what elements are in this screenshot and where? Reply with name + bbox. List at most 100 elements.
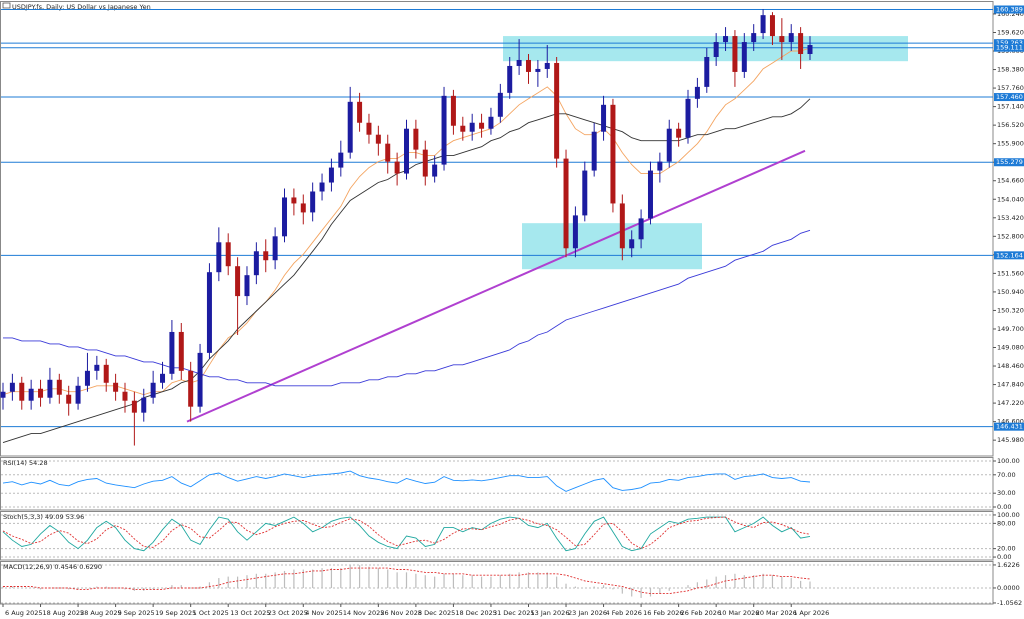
- x-tick-label: 9 Sep 2025: [118, 609, 155, 617]
- x-tick-label: 13 Oct 2025: [230, 609, 270, 617]
- candle-body: [713, 42, 719, 57]
- candle-body: [441, 95, 447, 165]
- candle-body: [169, 331, 175, 374]
- candle-body: [282, 197, 288, 237]
- y-tick-label: 0.00: [997, 553, 1011, 561]
- x-tick-label: 31 Dec 2025: [493, 609, 535, 617]
- candle-body: [657, 161, 663, 171]
- level-label: 152.164: [996, 251, 1023, 259]
- candle-body: [0, 391, 6, 398]
- y-tick-label: 150.940: [997, 288, 1024, 296]
- candle-body: [544, 62, 550, 69]
- candle-body: [122, 391, 128, 401]
- y-tick-label: 158.380: [997, 66, 1024, 74]
- candle-body: [638, 218, 644, 240]
- y-tick-label: 154.040: [997, 195, 1024, 203]
- stoch-panel-frame: [0, 511, 994, 561]
- y-tick-label: 100.00: [997, 511, 1020, 519]
- y-tick-label: 0.0000: [997, 584, 1020, 592]
- candle-body: [272, 236, 278, 261]
- candle-body: [610, 104, 616, 204]
- rsi-panel-frame: [0, 457, 994, 511]
- candle-body: [619, 203, 625, 249]
- y-tick-label: 80.00: [997, 519, 1016, 527]
- y-tick-label: 159.620: [997, 28, 1024, 36]
- y-tick-label: 154.660: [997, 177, 1024, 185]
- macd-panel-frame: [0, 561, 994, 605]
- candle-body: [197, 352, 203, 407]
- x-tick-label: 1 Apr 2026: [793, 609, 829, 617]
- x-tick-label: 23 Jan 2026: [568, 609, 607, 617]
- x-tick-label: 28 Aug 2025: [80, 609, 122, 617]
- candle-body: [131, 400, 137, 413]
- panel-title: MACD(12,26,9) 0.4546 0.6290: [3, 563, 102, 571]
- candle-body: [685, 98, 691, 138]
- moving-average: [3, 229, 811, 387]
- indicator-line: [2, 516, 811, 552]
- candle-body: [413, 128, 419, 150]
- y-tick-label: 145.980: [997, 436, 1024, 444]
- level-label-box: [994, 158, 1024, 167]
- candle-body: [150, 382, 156, 398]
- level-label: 159.111: [996, 44, 1023, 52]
- y-tick-label: 160.240: [997, 10, 1024, 18]
- candle-body: [216, 242, 222, 273]
- level-label-box: [994, 93, 1024, 102]
- candle-body: [235, 266, 241, 297]
- y-tick-label: 157.140: [997, 103, 1024, 111]
- candle-body: [582, 170, 588, 216]
- candle-body: [676, 128, 682, 138]
- y-tick-label: 147.220: [997, 399, 1024, 407]
- candle-body: [338, 152, 344, 168]
- candle-body: [704, 56, 710, 87]
- level-label: 157.460: [996, 93, 1023, 101]
- candle-body: [319, 182, 325, 192]
- candle-body: [38, 388, 44, 398]
- candle-body: [694, 86, 700, 99]
- candle-body: [244, 275, 250, 297]
- y-tick-label: 152.800: [997, 232, 1024, 240]
- candle-body: [75, 385, 81, 404]
- candle-body: [769, 15, 775, 37]
- candle-body: [263, 251, 269, 261]
- candle-body: [206, 272, 212, 353]
- level-label: 155.279: [996, 158, 1023, 166]
- y-tick-label: 149.080: [997, 344, 1024, 352]
- candle-body: [178, 331, 184, 371]
- candle-body: [385, 143, 391, 162]
- candle-body: [732, 36, 738, 72]
- candle-body: [291, 197, 297, 204]
- x-tick-label: 18 Aug 2025: [43, 609, 85, 617]
- level-label-box: [994, 5, 1024, 14]
- candle-body: [404, 128, 409, 174]
- y-tick-label: 153.420: [997, 214, 1024, 222]
- price-zone: [503, 36, 908, 62]
- candle-body: [225, 242, 231, 267]
- panel-title: RSI(14) 54.28: [3, 459, 48, 467]
- x-tick-label: 13 Jan 2026: [530, 609, 569, 617]
- y-tick-label: 30.00: [997, 489, 1016, 497]
- candle-body: [572, 215, 578, 249]
- y-tick-label: 151.560: [997, 269, 1024, 277]
- level-label-box: [994, 251, 1024, 260]
- y-tick-label: 100.00: [997, 457, 1020, 465]
- candle-body: [310, 191, 316, 213]
- x-tick-label: 6 Aug 2025: [5, 609, 43, 617]
- candle-body: [375, 134, 381, 144]
- candle-body: [103, 364, 109, 383]
- y-tick-label: 150.320: [997, 306, 1024, 314]
- indicator-line: [2, 470, 811, 492]
- candle-body: [9, 382, 15, 392]
- candle-body: [160, 373, 166, 383]
- candle-body: [94, 364, 100, 371]
- y-tick-label: 0.00: [997, 503, 1011, 511]
- x-tick-label: 26 Nov 2025: [380, 609, 422, 617]
- panel-title: Stoch(5,3,3) 49.09 53.96: [3, 513, 84, 521]
- candle-body: [647, 170, 653, 219]
- x-tick-label: 16 Feb 2026: [643, 609, 683, 617]
- candle-body: [347, 101, 353, 153]
- candle-body: [807, 45, 813, 55]
